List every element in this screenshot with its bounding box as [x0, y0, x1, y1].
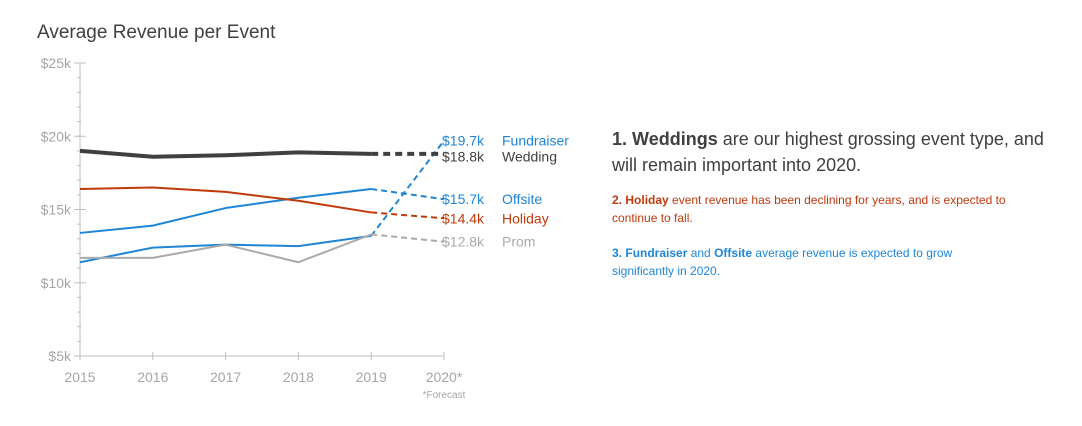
annotation-keyword: Offsite	[714, 246, 753, 260]
annotation-keyword: Fundraiser	[625, 246, 688, 260]
end-value-holiday: $14.4k	[442, 210, 485, 226]
annotation-text: are our highest grossing event type, and…	[612, 129, 1044, 175]
forecast-line-offsite	[371, 187, 445, 201]
annotation-number: 2.	[612, 193, 623, 207]
forecast-line-holiday	[371, 211, 445, 220]
series-end-labels: $19.7k Fundraiser $18.8k Wedding $15.7k Offsi…	[442, 133, 569, 250]
series-line-wedding	[79, 148, 372, 159]
annotation-text: average revenue is expected to grow sign…	[612, 246, 953, 278]
forecast-line-prom	[371, 233, 445, 243]
annotation-number: 1.	[612, 129, 628, 149]
annotation-holiday: 2. Holiday event revenue has been declin…	[612, 191, 1012, 227]
x-tick-label: 2018	[283, 369, 314, 385]
annotation-keyword: Holiday	[625, 193, 669, 207]
end-value-prom: $12.8k	[442, 234, 485, 250]
x-tick-label: 2017	[210, 369, 241, 385]
x-tick-label: 2016	[137, 369, 168, 385]
end-value-wedding: $18.8k	[442, 149, 485, 165]
series-name-wedding: Wedding	[502, 149, 557, 165]
annotation-keyword: Weddings	[632, 129, 718, 149]
x-tick-label: 2019	[356, 369, 387, 385]
series-name-fundraiser: Fundraiser	[502, 133, 569, 149]
series-line-holiday	[79, 186, 372, 214]
series-name-prom: Prom	[502, 234, 535, 250]
annotation-text: event revenue has been declining for yea…	[612, 193, 1006, 225]
y-tick-label: $25k	[41, 55, 72, 71]
y-tick-label: $5k	[48, 348, 72, 364]
y-tick-label: $20k	[41, 128, 72, 144]
series-line-prom	[80, 233, 372, 264]
y-tick-label: $15k	[41, 202, 72, 218]
end-value-offsite: $15.7k	[442, 191, 485, 207]
forecast-note: *Forecast	[423, 390, 466, 401]
series-lines	[79, 140, 445, 264]
y-tick-label: $10k	[41, 275, 72, 291]
annotation-number: 3.	[612, 246, 623, 260]
x-tick-label: 2015	[64, 369, 95, 385]
x-tick-label: 2020*	[426, 369, 463, 385]
series-name-offsite: Offsite	[502, 191, 542, 207]
annotation-text: and	[687, 246, 715, 260]
annotation-weddings: 1. Weddings are our highest grossing eve…	[612, 126, 1072, 178]
series-name-holiday: Holiday	[502, 210, 549, 226]
series-line-offsite	[79, 187, 372, 234]
annotation-fundraiser-offsite: 3. Fundraiser and Offsite average revenu…	[612, 244, 1012, 280]
chart-axes: $5k $10k $15k $20k $25k 2015 2016 2017 2018 2019 2…	[41, 55, 466, 401]
chart-title: Average Revenue per Event	[37, 22, 276, 43]
end-value-fundraiser: $19.7k	[442, 133, 485, 149]
